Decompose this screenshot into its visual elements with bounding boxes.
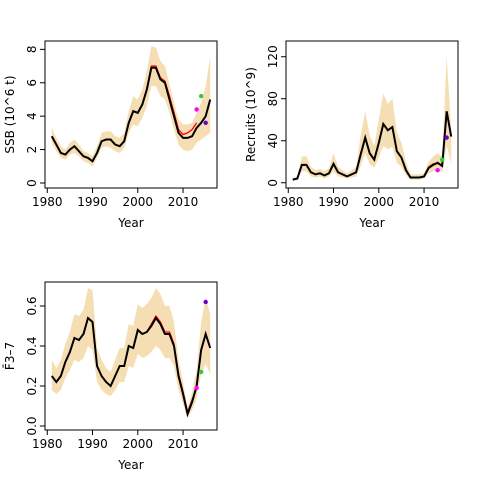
y-axis-label: Recruits (10^9) — [244, 67, 258, 162]
x-tick-label: 1990 — [77, 195, 108, 209]
x-tick-label: 1990 — [77, 437, 108, 451]
x-tick-label: 2010 — [168, 437, 199, 451]
y-tick-label: 8 — [25, 46, 39, 54]
retro-point — [203, 299, 208, 305]
y-tick-label: 80 — [266, 91, 280, 106]
retro-point — [203, 120, 208, 126]
y-tick-label: 40 — [266, 133, 280, 148]
series-line — [292, 111, 453, 181]
panel: 1980 1990 2000 2010 0 40 80 120 Year Recruits (10… — [244, 40, 459, 230]
y-tick-label: 2 — [25, 146, 39, 154]
x-axis-label: Year — [358, 216, 384, 230]
y-tick-label: 6 — [25, 79, 39, 87]
x-tick-label: 1980 — [273, 195, 304, 209]
y-tick-label: 120 — [266, 45, 280, 68]
x-tick-label: 2000 — [123, 195, 154, 209]
retro-point — [194, 107, 199, 112]
panel: 1980 1990 2000 2010 0 2 4 6 8 Year SSB (10^6 t) — [3, 40, 218, 230]
retro-point — [198, 93, 204, 99]
x-tick-label: 2010 — [168, 195, 199, 209]
y-tick-label: 0 — [25, 179, 39, 187]
x-tick-label: 2010 — [409, 195, 440, 209]
x-tick-label: 2000 — [123, 437, 154, 451]
x-tick-label: 2000 — [364, 195, 395, 209]
retro-point — [194, 385, 199, 391]
panel: 1980 1990 2000 2010 0.0 0.2 0.4 0.6 Year F̄3–7 — [3, 281, 218, 472]
plot-frame — [285, 40, 459, 189]
y-tick-label: 0 — [266, 179, 280, 187]
plot-frame — [44, 40, 218, 189]
x-tick-label: 1990 — [318, 195, 349, 209]
plot-frame — [44, 281, 218, 431]
retro-point — [198, 369, 204, 375]
y-axis-label: SSB (10^6 t) — [3, 75, 17, 153]
retro-point — [439, 157, 445, 162]
retro-point — [444, 135, 449, 140]
retro-point — [435, 167, 440, 173]
y-tick-label: 0.4 — [25, 336, 39, 355]
series-line — [50, 66, 212, 163]
confidence-band — [51, 46, 211, 167]
y-tick-label: 0.0 — [25, 416, 39, 435]
series-line — [50, 316, 212, 418]
y-tick-label: 0.6 — [25, 296, 39, 315]
y-axis-label: F̄3–7 — [3, 342, 17, 370]
x-axis-label: Year — [117, 216, 143, 230]
y-tick-label: 0.2 — [25, 376, 39, 395]
x-tick-label: 1980 — [32, 195, 63, 209]
x-tick-label: 1980 — [32, 437, 63, 451]
y-tick-label: 4 — [25, 112, 39, 120]
confidence-band — [292, 56, 452, 181]
confidence-band — [51, 288, 211, 418]
x-axis-label: Year — [117, 458, 143, 472]
